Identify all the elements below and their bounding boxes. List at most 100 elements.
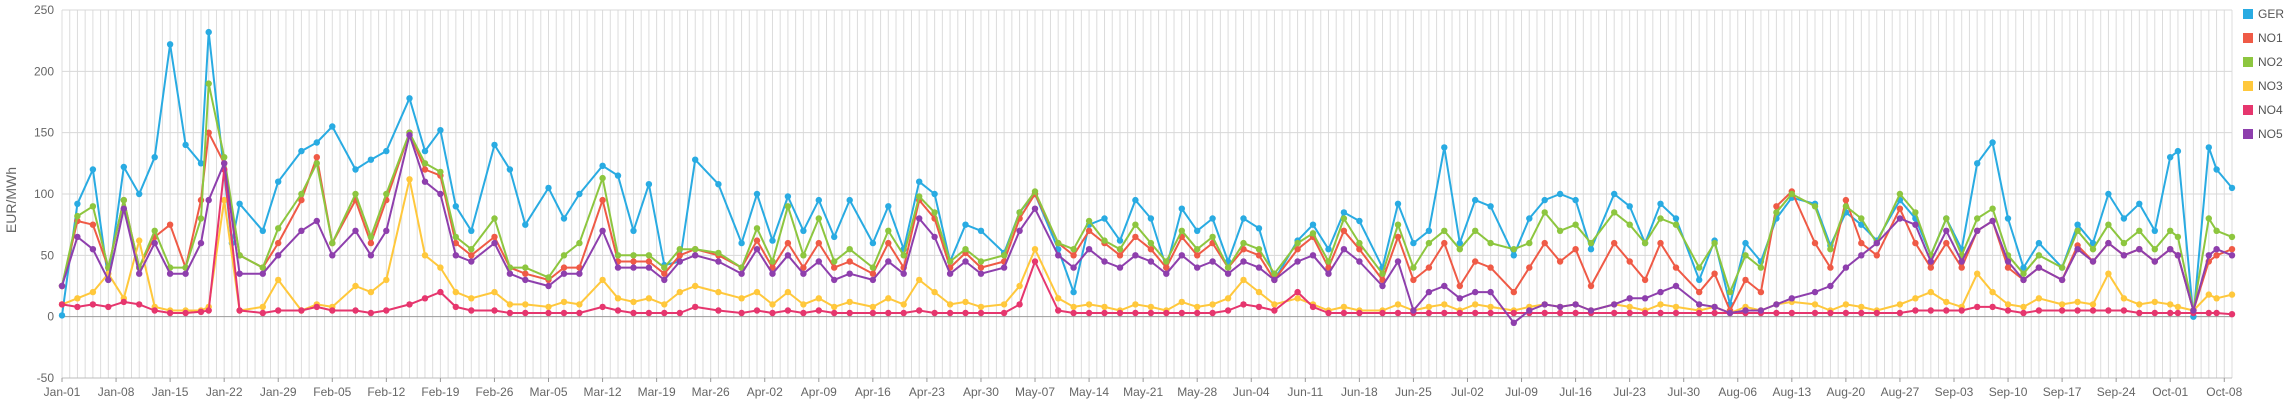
data-point: [1487, 303, 1494, 311]
data-point: [421, 295, 429, 302]
data-point: [630, 227, 637, 234]
data-point: [1194, 246, 1201, 253]
data-point: [1325, 270, 1332, 277]
legend: GER NO1 NO2 NO3 NO4 NO5: [2243, 7, 2284, 141]
data-point: [1974, 215, 1981, 222]
data-point: [1309, 221, 1317, 228]
data-point: [352, 282, 359, 290]
data-point: [1611, 301, 1618, 308]
data-point: [1472, 301, 1479, 308]
data-point: [313, 160, 320, 167]
data-point: [800, 309, 807, 317]
data-point: [1927, 307, 1935, 314]
data-point: [1147, 215, 1155, 222]
data-point: [1974, 227, 1981, 234]
x-tick-label: Jul-23: [1613, 385, 1646, 399]
data-point: [259, 309, 266, 317]
data-point: [1085, 309, 1093, 317]
data-point: [406, 176, 413, 183]
data-point: [221, 154, 228, 161]
data-point: [2136, 301, 2143, 308]
data-point: [576, 301, 583, 308]
data-point: [815, 307, 822, 314]
data-point: [1858, 215, 1865, 222]
data-point: [1425, 288, 1433, 296]
data-point: [977, 309, 985, 317]
data-point: [661, 309, 668, 317]
data-point: [1572, 221, 1579, 228]
data-point: [197, 308, 205, 315]
data-point: [1240, 239, 1247, 247]
data-point: [1788, 190, 1796, 198]
data-point: [2105, 221, 2112, 228]
data-point: [1657, 215, 1664, 222]
data-point: [1209, 309, 1216, 317]
data-point: [1657, 200, 1664, 207]
legend-label: NO4: [2258, 103, 2283, 117]
data-point: [1641, 295, 1649, 302]
data-point: [1085, 217, 1093, 225]
data-point: [869, 309, 877, 317]
data-point: [275, 239, 282, 247]
data-point: [1827, 282, 1834, 290]
data-point: [1757, 288, 1765, 296]
data-point: [1356, 258, 1363, 265]
legend-label: NO5: [2258, 127, 2283, 141]
data-point: [1626, 303, 1633, 311]
data-point: [2213, 166, 2220, 173]
data-point: [1873, 239, 1881, 247]
data-point: [1742, 239, 1749, 247]
data-point: [1178, 252, 1186, 259]
data-point: [1178, 227, 1186, 234]
data-point: [2213, 227, 2220, 234]
data-point: [136, 237, 143, 244]
x-tick-label: Jan-01: [44, 385, 81, 399]
data-point: [275, 307, 282, 314]
data-point: [1240, 258, 1247, 265]
data-point: [1742, 307, 1749, 314]
y-tick-label: 50: [41, 248, 55, 262]
data-point: [1178, 205, 1186, 212]
data-point: [2020, 309, 2027, 317]
data-point: [885, 239, 892, 247]
data-point: [769, 270, 776, 277]
data-point: [1209, 233, 1216, 241]
data-point: [1556, 258, 1564, 265]
data-point: [1472, 309, 1479, 317]
data-point: [1657, 301, 1664, 308]
data-point: [1842, 301, 1850, 308]
data-point: [1811, 239, 1819, 247]
data-point: [205, 196, 212, 204]
data-point: [869, 270, 877, 277]
data-point: [105, 303, 112, 311]
data-point: [1194, 227, 1201, 234]
data-point: [661, 301, 668, 308]
data-point: [1611, 190, 1618, 198]
data-point: [2136, 246, 2143, 253]
data-point: [2074, 307, 2081, 314]
data-point: [1255, 288, 1263, 296]
data-point: [1510, 252, 1518, 259]
data-point: [1116, 246, 1124, 253]
data-point: [645, 264, 653, 271]
data-point: [1472, 196, 1479, 204]
data-point: [1163, 309, 1170, 317]
data-point: [1541, 239, 1548, 247]
data-point: [236, 307, 243, 314]
data-point: [151, 239, 158, 247]
data-point: [1472, 258, 1479, 265]
data-point: [1811, 309, 1819, 317]
data-point: [831, 309, 838, 317]
data-point: [2058, 276, 2066, 284]
data-point: [977, 303, 985, 311]
data-point: [205, 28, 212, 36]
data-point: [522, 221, 529, 228]
data-point: [506, 166, 514, 173]
data-point: [962, 298, 969, 306]
data-point: [352, 227, 359, 234]
data-point: [1309, 303, 1317, 311]
data-point: [1773, 203, 1780, 210]
data-point: [89, 301, 97, 308]
data-point: [1163, 264, 1170, 271]
x-tick-label: May-28: [1177, 385, 1217, 399]
